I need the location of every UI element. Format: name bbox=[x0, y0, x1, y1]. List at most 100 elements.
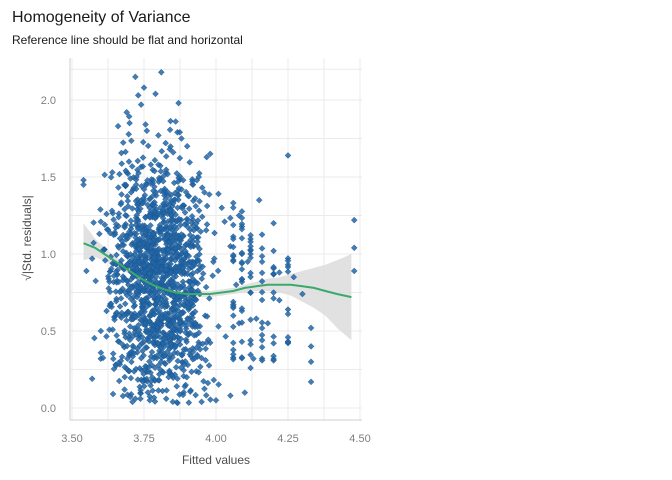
data-point bbox=[119, 139, 127, 146]
data-point bbox=[91, 334, 98, 342]
data-point bbox=[109, 390, 117, 398]
data-point bbox=[179, 176, 187, 184]
data-point bbox=[144, 142, 152, 150]
data-point bbox=[193, 176, 201, 184]
y-tick-label: 2.0 bbox=[41, 95, 56, 107]
data-point bbox=[173, 234, 180, 241]
data-point bbox=[137, 316, 144, 324]
data-point bbox=[174, 375, 181, 382]
data-point bbox=[191, 308, 199, 315]
data-point bbox=[128, 222, 135, 229]
data-point bbox=[119, 341, 127, 349]
data-point bbox=[185, 315, 192, 323]
data-point bbox=[154, 297, 161, 304]
data-point bbox=[166, 357, 173, 364]
data-point bbox=[158, 225, 165, 232]
data-point bbox=[141, 262, 148, 269]
data-point bbox=[193, 344, 200, 352]
data-point bbox=[151, 307, 159, 314]
data-point bbox=[109, 169, 116, 176]
data-point bbox=[106, 229, 114, 237]
data-point bbox=[238, 338, 246, 346]
data-point bbox=[194, 323, 201, 331]
data-point bbox=[147, 382, 154, 389]
data-point bbox=[195, 329, 203, 337]
data-point bbox=[167, 330, 175, 338]
data-point bbox=[284, 310, 292, 318]
data-point bbox=[80, 181, 87, 188]
data-point bbox=[238, 234, 246, 242]
data-point bbox=[164, 170, 171, 178]
data-point bbox=[153, 273, 160, 280]
data-point bbox=[156, 235, 164, 243]
data-point bbox=[152, 266, 160, 274]
data-point bbox=[136, 364, 144, 372]
data-point bbox=[270, 219, 277, 227]
data-point bbox=[177, 293, 185, 300]
data-point bbox=[90, 219, 97, 226]
data-point bbox=[148, 377, 155, 385]
data-point bbox=[122, 211, 129, 219]
data-point bbox=[154, 339, 162, 347]
data-point bbox=[284, 152, 292, 159]
data-point bbox=[126, 393, 134, 401]
data-point bbox=[118, 199, 125, 206]
data-point bbox=[160, 218, 168, 226]
data-point bbox=[210, 376, 218, 384]
data-point bbox=[151, 364, 159, 372]
data-point bbox=[105, 285, 112, 292]
confidence-band bbox=[83, 223, 352, 341]
data-point bbox=[174, 357, 182, 365]
data-point bbox=[121, 300, 129, 308]
data-point bbox=[115, 278, 123, 286]
data-point bbox=[146, 393, 154, 400]
data-point bbox=[194, 234, 202, 241]
data-point bbox=[133, 288, 140, 296]
data-point bbox=[148, 362, 156, 369]
data-point bbox=[88, 255, 96, 262]
data-point bbox=[154, 210, 162, 217]
data-point bbox=[146, 397, 154, 404]
data-point bbox=[140, 306, 148, 313]
data-point bbox=[139, 222, 146, 229]
data-point bbox=[137, 308, 145, 316]
data-point bbox=[103, 333, 110, 340]
data-point bbox=[139, 138, 147, 146]
data-point bbox=[181, 383, 189, 390]
data-point bbox=[142, 344, 150, 351]
data-point bbox=[258, 231, 266, 238]
data-point bbox=[173, 383, 181, 390]
data-point bbox=[111, 316, 118, 324]
data-point bbox=[126, 119, 133, 127]
data-point bbox=[238, 249, 246, 257]
data-point bbox=[117, 295, 125, 302]
axes: 3.50 3.75 4.00 4.25 4.50 0.0 0.5 1.0 1.5 2.0 bbox=[41, 58, 371, 445]
data-point bbox=[238, 225, 246, 233]
data-point bbox=[247, 289, 254, 297]
data-point bbox=[137, 386, 145, 394]
data-point bbox=[151, 289, 159, 296]
data-point bbox=[157, 314, 165, 322]
data-point bbox=[203, 221, 211, 228]
data-point bbox=[162, 298, 170, 306]
data-point bbox=[194, 267, 201, 275]
data-point bbox=[144, 201, 151, 209]
data-point bbox=[182, 329, 189, 336]
data-point bbox=[201, 385, 208, 393]
data-point bbox=[229, 323, 237, 331]
data-point bbox=[185, 252, 193, 260]
data-point bbox=[128, 137, 135, 145]
data-point bbox=[238, 265, 246, 273]
data-point bbox=[128, 358, 135, 366]
data-point bbox=[212, 397, 220, 404]
data-point bbox=[183, 303, 191, 311]
data-point bbox=[170, 326, 177, 333]
data-point bbox=[189, 178, 196, 185]
data-point bbox=[108, 207, 116, 215]
data-point bbox=[176, 285, 183, 292]
data-point bbox=[123, 317, 130, 324]
data-point bbox=[198, 275, 206, 282]
data-point bbox=[222, 333, 229, 340]
data-point bbox=[149, 387, 156, 394]
